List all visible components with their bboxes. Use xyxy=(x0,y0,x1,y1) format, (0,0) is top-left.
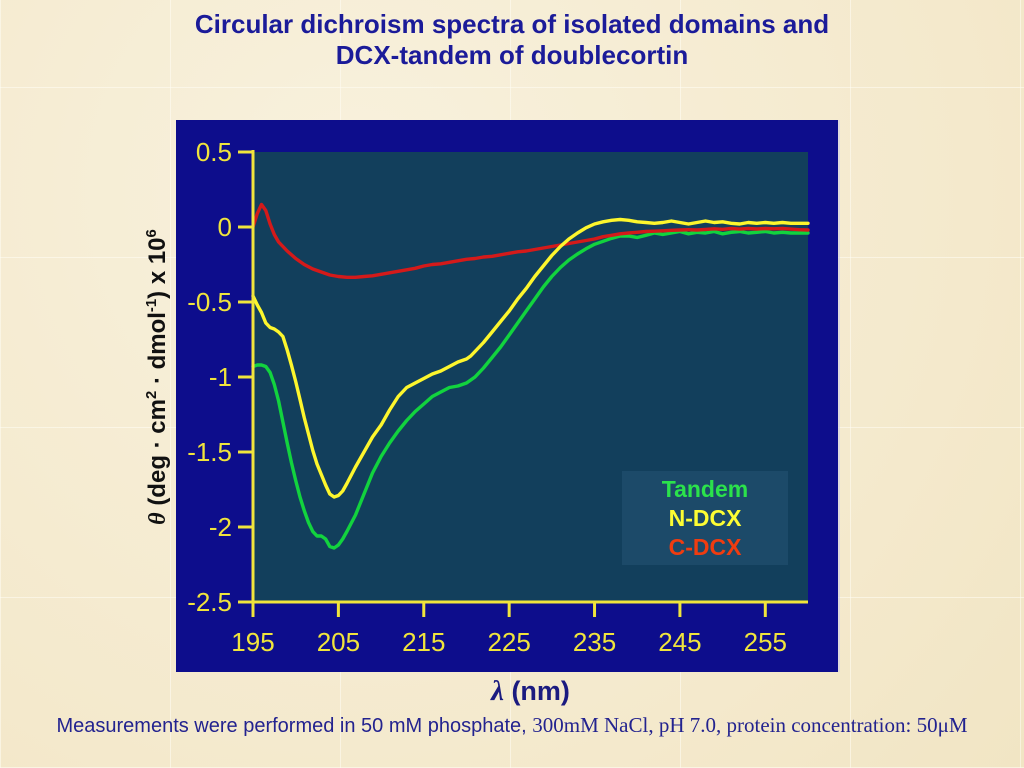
slide-title-line1: Circular dichroism spectra of isolated d… xyxy=(194,9,830,39)
x-tick-label: 195 xyxy=(231,627,274,657)
y-axis-label-segment: 6 xyxy=(144,229,160,238)
slide-title-line2: DCX-tandem of doublecortin xyxy=(335,40,689,71)
y-tick-label: -0.5 xyxy=(187,287,232,317)
y-tick-label: 0.5 xyxy=(196,137,232,167)
legend-item-tandem: Tandem xyxy=(661,475,749,502)
x-tick-label: 205 xyxy=(317,627,360,657)
footer-note: Measurements were performed in 50 mM pho… xyxy=(0,713,1024,738)
x-tick-label: 215 xyxy=(402,627,445,657)
legend-item-c-dcx: C-DCX xyxy=(668,533,742,560)
y-tick-label: -2 xyxy=(209,512,232,542)
series-line-tandem xyxy=(251,229,810,550)
y-axis-label: θ (deg · cm2 · dmol-1) x 106 xyxy=(144,229,172,525)
spectra-chart: 0.5 0 -0.5 -1 -1.5 -2 -2.5 195 205 215 225 235 245 25… xyxy=(176,120,838,672)
y-axis-label-segment: ) x 10 xyxy=(144,237,171,299)
slide-title: Circular dichroism spectra of isolated d… xyxy=(0,9,1024,71)
lambda-symbol: λ xyxy=(491,675,504,707)
y-axis-label-segment: (deg · cm xyxy=(144,399,171,513)
y-axis-label-segment: -1 xyxy=(144,298,160,313)
y-tick-label: -2.5 xyxy=(187,587,232,617)
chart-legend: Tandem N-DCX C-DCX xyxy=(622,471,788,565)
x-tick-label: 225 xyxy=(487,627,530,657)
series-line-c-dcx xyxy=(251,202,810,280)
y-axis-label-segment: 2 xyxy=(144,390,160,400)
y-axis-label-segment: θ xyxy=(145,512,171,525)
x-axis-label-unit: (nm) xyxy=(503,676,570,706)
y-axis-label-segment: · dmol xyxy=(144,312,171,391)
x-tick-label: 245 xyxy=(658,627,701,657)
x-tick-label: 235 xyxy=(573,627,616,657)
series-line-n-dcx xyxy=(251,217,810,499)
footer-note-serif: 300mM NaCl, pH 7.0, protein concentratio… xyxy=(532,713,968,737)
footer-note-sans: Measurements were performed in 50 mM pho… xyxy=(56,715,533,737)
y-tick-label: -1 xyxy=(209,362,232,392)
legend-item-n-dcx: N-DCX xyxy=(668,504,742,531)
y-tick-label: -1.5 xyxy=(187,437,232,467)
x-axis-label: λ (nm) xyxy=(253,675,808,708)
spectra-chart-svg: 0.5 0 -0.5 -1 -1.5 -2 -2.5 195 205 215 225 235 245 25… xyxy=(187,137,810,657)
x-tick-label: 255 xyxy=(744,627,787,657)
y-tick-label: 0 xyxy=(218,212,232,242)
